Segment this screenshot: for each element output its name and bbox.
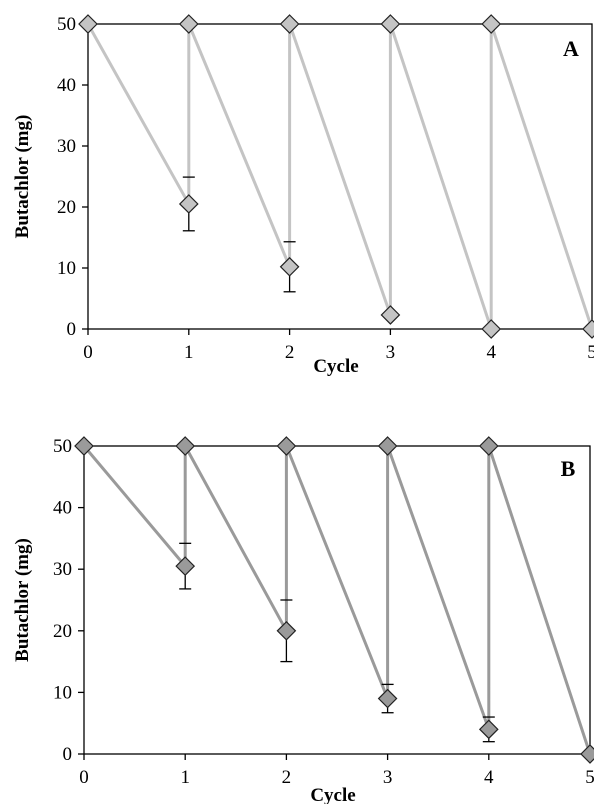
- y-tick-label: 50: [53, 436, 72, 457]
- data-point: [276, 620, 297, 641]
- data-point: [380, 305, 401, 325]
- data-point: [178, 194, 199, 214]
- data-point: [478, 719, 499, 740]
- y-tick-label: 40: [53, 498, 72, 519]
- data-point: [481, 14, 502, 34]
- y-tick-label: 30: [53, 559, 72, 580]
- y-axis-title: Butachlor (mg): [12, 538, 33, 662]
- data-point: [380, 14, 401, 34]
- x-tick-label: 0: [83, 342, 93, 363]
- plot-frame: [83, 445, 591, 755]
- y-tick-label: 20: [53, 621, 72, 642]
- panel-label: B: [561, 456, 576, 481]
- data-point: [175, 436, 196, 456]
- panel-label: A: [563, 36, 579, 61]
- data-point: [279, 256, 300, 277]
- data-point: [178, 14, 199, 34]
- data-point: [580, 744, 594, 764]
- x-tick-label: 4: [486, 342, 496, 363]
- y-tick-label: 30: [57, 136, 76, 157]
- x-tick-label: 2: [285, 342, 295, 363]
- x-tick-label: 0: [79, 767, 89, 788]
- y-tick-label: 50: [57, 14, 76, 35]
- data-point: [377, 688, 398, 709]
- y-tick-label: 10: [53, 682, 72, 703]
- series-line: [82, 444, 592, 755]
- y-axis-title: Butachlor (mg): [12, 115, 33, 239]
- series-line: [86, 22, 594, 331]
- panel-b: 0 10 20 30 40 50 0 1 2 3 4 5 Cycle Butachlor (mg) B: [12, 436, 594, 804]
- y-tick-label: 40: [57, 75, 76, 96]
- x-axis-title: Cycle: [310, 785, 355, 804]
- data-point: [478, 436, 499, 456]
- x-tick-label: 4: [484, 767, 494, 788]
- x-tick-label: 5: [587, 342, 594, 363]
- data-point: [78, 14, 98, 34]
- data-point: [582, 319, 594, 339]
- x-tick-label: 3: [383, 767, 393, 788]
- plot-frame: [87, 23, 593, 330]
- x-axis-title: Cycle: [313, 356, 358, 377]
- data-point: [175, 556, 196, 576]
- panel-a: 0 10 20 30 40 50 0 1 2 3 4 5 Cycle Butachlor (mg) A: [12, 14, 594, 377]
- data-point: [276, 436, 297, 456]
- y-tick-label: 10: [57, 258, 76, 279]
- y-tick-label: 20: [57, 197, 76, 218]
- data-point: [481, 319, 502, 339]
- y-tick-label: 0: [63, 744, 73, 765]
- y-tick-label: 0: [67, 319, 77, 340]
- x-tick-label: 2: [282, 767, 292, 788]
- data-point: [377, 436, 398, 456]
- x-tick-label: 1: [180, 767, 190, 788]
- data-point: [279, 14, 300, 34]
- data-point: [74, 436, 94, 456]
- x-tick-label: 3: [386, 342, 396, 363]
- x-tick-label: 5: [585, 767, 594, 788]
- x-tick-label: 1: [184, 342, 194, 363]
